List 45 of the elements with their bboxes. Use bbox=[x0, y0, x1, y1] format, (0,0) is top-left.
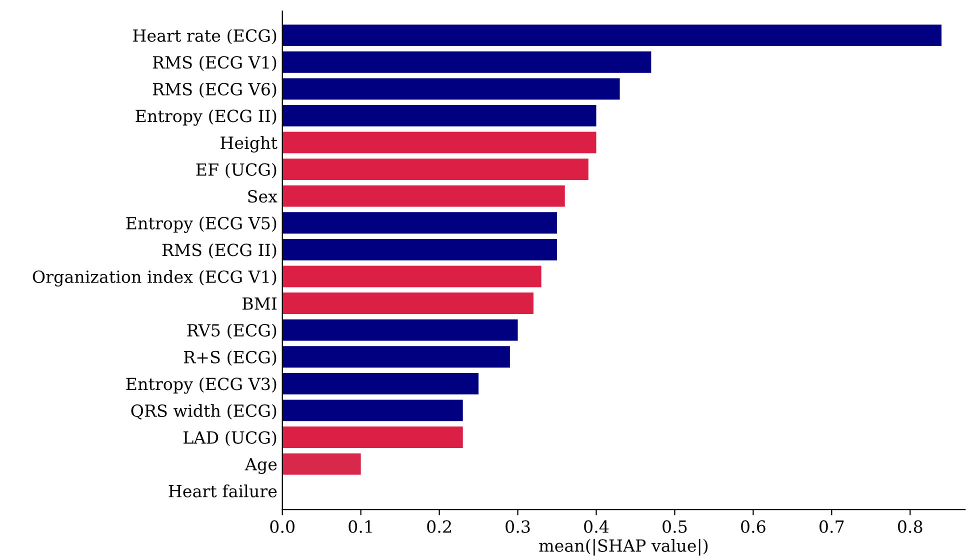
y-tick-label: LAD (UCG) bbox=[184, 430, 276, 446]
y-tick-label: EF (UCG) bbox=[196, 162, 276, 178]
y-tick-label: Age bbox=[244, 458, 277, 474]
x-axis-title: mean(|SHAP value|) bbox=[539, 538, 708, 556]
x-tick-label: 0.8 bbox=[898, 520, 922, 533]
bar bbox=[282, 51, 652, 73]
x-tick-label: 0.2 bbox=[427, 520, 451, 533]
bar bbox=[282, 24, 942, 46]
bar bbox=[282, 372, 479, 394]
y-tick-label: Heart failure bbox=[168, 484, 277, 498]
y-tick-label: Sex bbox=[248, 190, 278, 203]
x-tick-label: 0.1 bbox=[348, 520, 372, 533]
x-tick-label: 0.4 bbox=[584, 520, 609, 533]
y-tick-label: RMS (ECG II) bbox=[162, 243, 276, 259]
bar bbox=[282, 212, 558, 234]
bar bbox=[282, 292, 534, 314]
y-tick-label: QRS width (ECG) bbox=[131, 404, 276, 420]
bar bbox=[282, 238, 558, 260]
y-tick-label: Height bbox=[220, 136, 278, 153]
bar bbox=[282, 400, 463, 422]
y-tick-label: Entropy (ECG II) bbox=[136, 109, 276, 126]
x-tick-label: 0.6 bbox=[741, 520, 766, 533]
bar bbox=[282, 185, 565, 207]
bar bbox=[282, 132, 596, 154]
x-tick-label: 0.5 bbox=[662, 520, 687, 533]
bar bbox=[282, 266, 542, 288]
bar bbox=[282, 319, 518, 341]
bar bbox=[282, 453, 361, 475]
y-tick-label: Organization index (ECG V1) bbox=[32, 270, 276, 287]
bar bbox=[282, 426, 463, 448]
x-tick-label: 0.3 bbox=[506, 520, 530, 533]
bar bbox=[282, 104, 596, 126]
y-tick-label: Entropy (ECG V3) bbox=[126, 377, 276, 394]
y-tick-label: BMI bbox=[242, 297, 277, 310]
x-tick-label: 0.0 bbox=[270, 520, 295, 533]
bar bbox=[282, 78, 620, 100]
y-tick-label: RV5 (ECG) bbox=[187, 324, 276, 339]
y-tick-label: RMS (ECG V1) bbox=[152, 56, 276, 72]
y-tick-label: R+S (ECG) bbox=[184, 350, 276, 366]
bar bbox=[282, 158, 588, 180]
bar bbox=[282, 346, 510, 368]
y-tick-label: Heart rate (ECG) bbox=[133, 28, 276, 44]
x-tick-label: 0.7 bbox=[820, 520, 844, 533]
y-tick-label: Entropy (ECG V5) bbox=[126, 216, 276, 233]
y-tick-label: RMS (ECG V6) bbox=[152, 82, 276, 98]
